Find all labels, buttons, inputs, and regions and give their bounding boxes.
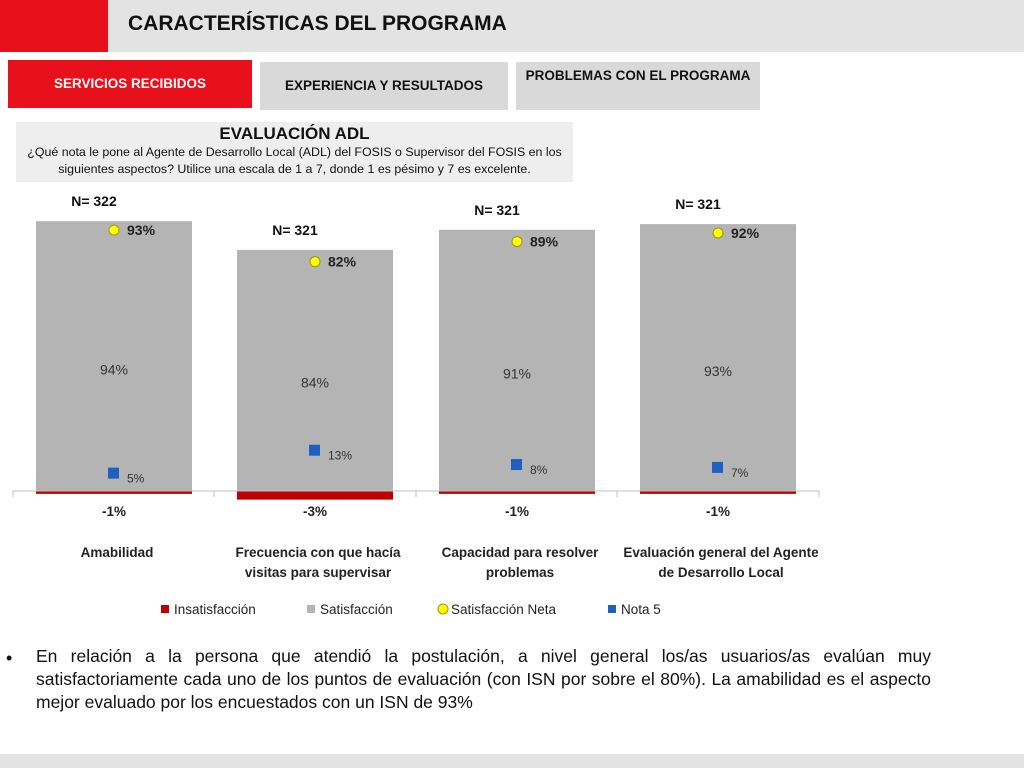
n-label: N= 322 bbox=[71, 193, 117, 209]
nota5-point bbox=[309, 444, 320, 456]
category-label: problemas bbox=[486, 565, 554, 580]
net-satisfaction-label: 92% bbox=[731, 225, 760, 241]
summary-text: En relación a la persona que atendió la … bbox=[36, 646, 931, 712]
nota5-label: 5% bbox=[127, 472, 145, 486]
question-title: EVALUACIÓN ADL bbox=[219, 124, 370, 143]
legend-net-satisfaction-marker bbox=[437, 603, 449, 615]
question-text: ¿Qué nota le pone al Agente de Desarroll… bbox=[27, 145, 562, 176]
nota5-label: 8% bbox=[530, 463, 548, 477]
nota5-point bbox=[511, 459, 522, 471]
net-satisfaction-point bbox=[108, 224, 120, 236]
nota5-label: 7% bbox=[731, 466, 749, 480]
satisfaction-label: 91% bbox=[503, 365, 531, 381]
legend-marker bbox=[307, 605, 315, 613]
net-satisfaction-point bbox=[511, 236, 523, 248]
legend-label: Insatisfacción bbox=[174, 602, 256, 617]
nota5-point bbox=[108, 467, 119, 479]
category-label: de Desarrollo Local bbox=[658, 565, 783, 580]
insatisfaction-bar bbox=[640, 491, 796, 494]
n-label: N= 321 bbox=[675, 196, 721, 212]
category-label: Amabilidad bbox=[81, 545, 154, 560]
nota5-label: 13% bbox=[328, 449, 352, 463]
legend-label: Nota 5 bbox=[621, 602, 661, 617]
legend-label: Satisfacción bbox=[320, 602, 393, 617]
net-satisfaction-label: 93% bbox=[127, 222, 156, 238]
n-label: N= 321 bbox=[474, 202, 520, 218]
insatisfaction-bar bbox=[36, 491, 192, 494]
satisfaction-label: 84% bbox=[301, 375, 329, 391]
insatisfaction-label: -1% bbox=[102, 504, 126, 519]
tab-servicios-recibidos[interactable]: SERVICIOS RECIBIDOS bbox=[8, 60, 252, 108]
insatisfaction-bar bbox=[439, 491, 595, 494]
category-label: Frecuencia con que hacía bbox=[235, 545, 401, 560]
category-label: Capacidad para resolver bbox=[442, 545, 600, 560]
header-accent-block bbox=[0, 0, 108, 52]
footer-bar bbox=[0, 754, 1024, 768]
page-title: CARACTERÍSTICAS DEL PROGRAMA bbox=[128, 12, 507, 35]
bullet-marker: • bbox=[6, 648, 13, 668]
net-satisfaction-label: 82% bbox=[328, 254, 357, 270]
legend-label: Satisfacción Neta bbox=[451, 602, 557, 617]
category-label: visitas para supervisar bbox=[245, 565, 392, 580]
category-label: Evaluación general del Agente bbox=[623, 545, 819, 560]
net-satisfaction-label: 89% bbox=[530, 234, 559, 250]
satisfaction-bar bbox=[439, 229, 595, 491]
insatisfaction-label: -1% bbox=[505, 504, 529, 519]
insatisfaction-label: -3% bbox=[303, 504, 327, 519]
bar-chart: 94% 93% 5% -1% N= 322 Amabilidad 84% 82% 13% -3% N… bbox=[12, 193, 820, 617]
tab-problemas-programa[interactable]: PROBLEMAS CON EL PROGRAMA bbox=[516, 62, 760, 110]
satisfaction-bar bbox=[640, 224, 796, 491]
satisfaction-label: 94% bbox=[100, 362, 128, 378]
insatisfaction-label: -1% bbox=[706, 504, 730, 519]
question-box: EVALUACIÓN ADL ¿Qué nota le pone al Agen… bbox=[16, 122, 573, 182]
satisfaction-bar bbox=[36, 221, 192, 491]
satisfaction-label: 93% bbox=[704, 363, 732, 379]
insatisfaction-bar bbox=[237, 491, 393, 500]
legend-marker bbox=[608, 605, 616, 613]
tab-experiencia-resultados[interactable]: EXPERIENCIA Y RESULTADOS bbox=[260, 62, 508, 110]
net-satisfaction-point bbox=[309, 256, 321, 268]
legend-marker bbox=[161, 605, 169, 613]
nota5-point bbox=[712, 461, 723, 473]
header-bar bbox=[0, 0, 1024, 52]
net-satisfaction-point bbox=[712, 227, 724, 239]
n-label: N= 321 bbox=[272, 222, 318, 238]
